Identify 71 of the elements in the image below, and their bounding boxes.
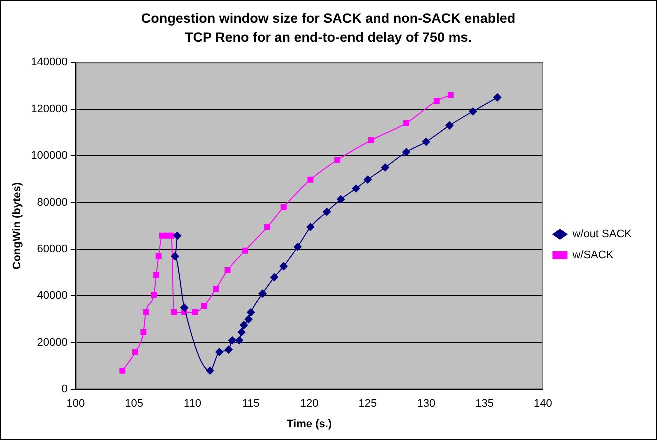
point xyxy=(180,304,189,312)
point xyxy=(334,157,341,164)
x-tick-label: 125 xyxy=(358,398,378,410)
legend-label: w/out SACK xyxy=(572,228,633,241)
x-tick-label: 115 xyxy=(242,398,260,410)
point xyxy=(448,92,454,98)
point xyxy=(337,195,346,204)
point xyxy=(235,336,244,345)
x-tick-label: 100 xyxy=(66,398,86,410)
point xyxy=(264,224,270,230)
point xyxy=(323,208,332,216)
point xyxy=(171,310,178,316)
point xyxy=(224,346,233,354)
point xyxy=(132,349,138,356)
point xyxy=(143,310,149,316)
point xyxy=(308,176,314,183)
point xyxy=(270,273,279,282)
y-axis-title: CongWin (bytes) xyxy=(12,182,24,270)
point xyxy=(240,321,248,330)
point xyxy=(247,308,256,317)
y-tick-label: 80000 xyxy=(37,196,68,209)
point xyxy=(280,204,287,210)
point xyxy=(206,366,214,375)
point xyxy=(494,94,502,102)
point xyxy=(224,268,231,274)
point xyxy=(294,243,302,252)
point xyxy=(402,148,411,156)
point xyxy=(168,232,175,239)
point xyxy=(174,232,182,240)
x-axis-title: Time (s.) xyxy=(287,418,332,430)
point xyxy=(201,303,208,309)
y-tick-label: 140000 xyxy=(31,56,68,69)
point xyxy=(381,164,390,172)
point xyxy=(244,316,253,324)
y-tick-label: 20000 xyxy=(37,336,68,349)
y-tick-label: 0 xyxy=(62,384,68,396)
x-tick-label: 110 xyxy=(184,398,202,410)
legend-label: w/SACK xyxy=(572,250,614,262)
point xyxy=(192,310,198,316)
point xyxy=(140,329,147,336)
point xyxy=(258,290,267,298)
point xyxy=(238,328,246,336)
point xyxy=(171,252,180,260)
x-tick-label: 120 xyxy=(300,398,319,410)
point xyxy=(216,348,224,356)
y-tick-label: 40000 xyxy=(37,290,68,302)
point xyxy=(213,286,220,292)
chart-title: Congestion window size for SACK and non-SACK enabled TCP Reno for an end-to-end delay of 750 ms. xyxy=(140,10,517,47)
point xyxy=(280,262,288,271)
x-tick-label: 140 xyxy=(534,398,552,410)
point xyxy=(228,336,236,345)
point xyxy=(242,248,248,254)
point xyxy=(364,176,372,184)
x-tick-label: 105 xyxy=(125,398,144,410)
point xyxy=(434,98,440,104)
y-tick-label: 120000 xyxy=(31,103,68,116)
y-tick-label: 100000 xyxy=(31,150,68,162)
point xyxy=(352,184,360,193)
point xyxy=(446,122,454,130)
point xyxy=(404,120,410,126)
point xyxy=(306,223,315,232)
point xyxy=(151,292,158,298)
point xyxy=(156,253,162,260)
point xyxy=(368,137,374,144)
point xyxy=(154,272,160,278)
y-tick-label: 60000 xyxy=(37,243,68,256)
x-tick-label: 135 xyxy=(476,398,494,410)
x-tick-label: 130 xyxy=(417,398,436,410)
point xyxy=(120,368,126,374)
point xyxy=(469,108,478,116)
point xyxy=(422,138,430,146)
